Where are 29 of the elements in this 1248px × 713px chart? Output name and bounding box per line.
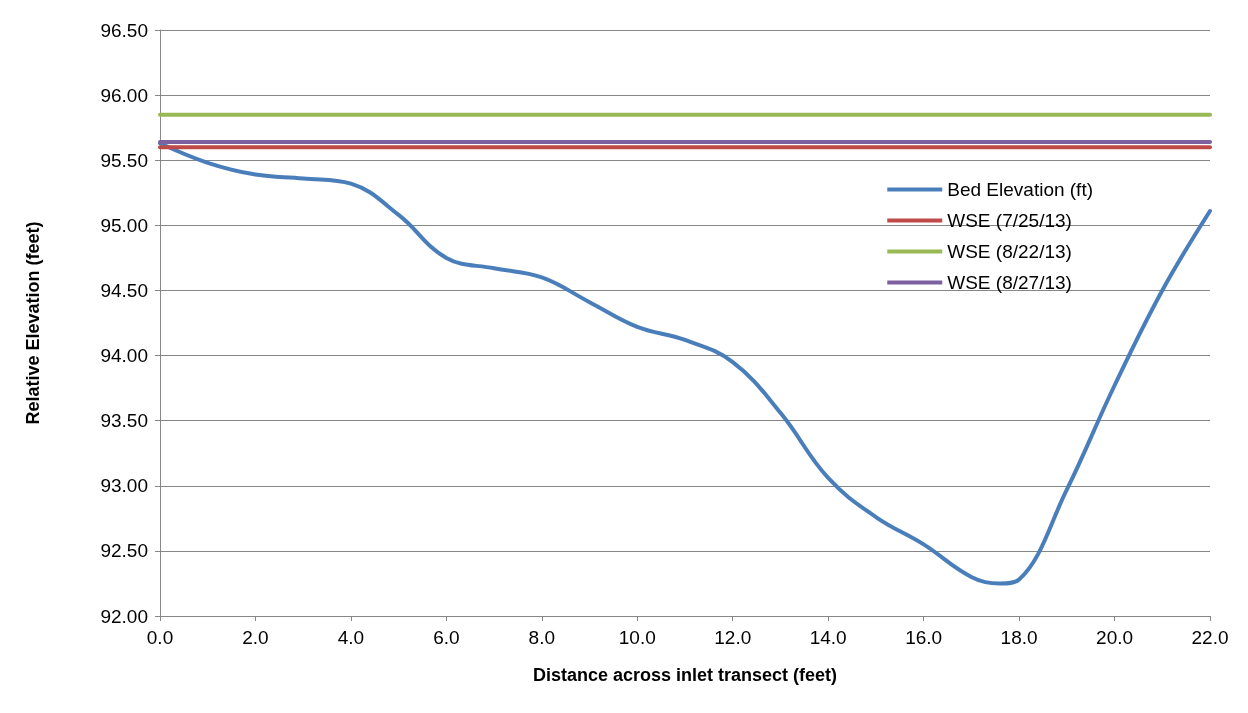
y-tick-label: 94.50 [100, 279, 148, 301]
y-tick-label: 92.00 [100, 605, 148, 627]
x-tick-label: 0.0 [146, 627, 174, 648]
legend-label: WSE (8/27/13) [947, 272, 1072, 293]
x-tick-label: 8.0 [528, 627, 556, 648]
legend-label: WSE (8/22/13) [947, 241, 1072, 262]
x-tick-label: 20.0 [1096, 627, 1134, 648]
y-tick-label: 93.50 [100, 410, 148, 432]
y-tick-label: 93.00 [100, 475, 148, 497]
x-tick-label: 22.0 [1191, 627, 1229, 648]
x-tick-label: 18.0 [1000, 627, 1038, 648]
y-tick-label: 92.50 [100, 540, 148, 562]
x-tick-label: 14.0 [809, 627, 847, 648]
y-tick-label: 94.00 [100, 345, 148, 367]
y-tick-label: 95.00 [100, 214, 148, 236]
y-tick-label: 96.50 [100, 19, 148, 41]
x-tick-label: 12.0 [714, 627, 752, 648]
x-axis-title: Distance across inlet transect (feet) [532, 665, 838, 685]
x-tick-label: 4.0 [337, 627, 365, 648]
y-tick-label: 95.50 [100, 149, 148, 171]
x-tick-label: 10.0 [618, 627, 656, 648]
legend-label: WSE (7/25/13) [947, 210, 1072, 231]
y-tick-label: 96.00 [100, 84, 148, 106]
x-tick-label: 6.0 [433, 627, 460, 648]
line-series [158, 141, 1212, 586]
y-axis-title: Relative Elevation (feet) [23, 221, 43, 425]
legend-label: Bed Elevation (ft) [947, 179, 1094, 200]
x-tick-label: 16.0 [905, 627, 943, 648]
x-tick-label: 2.0 [242, 627, 269, 648]
